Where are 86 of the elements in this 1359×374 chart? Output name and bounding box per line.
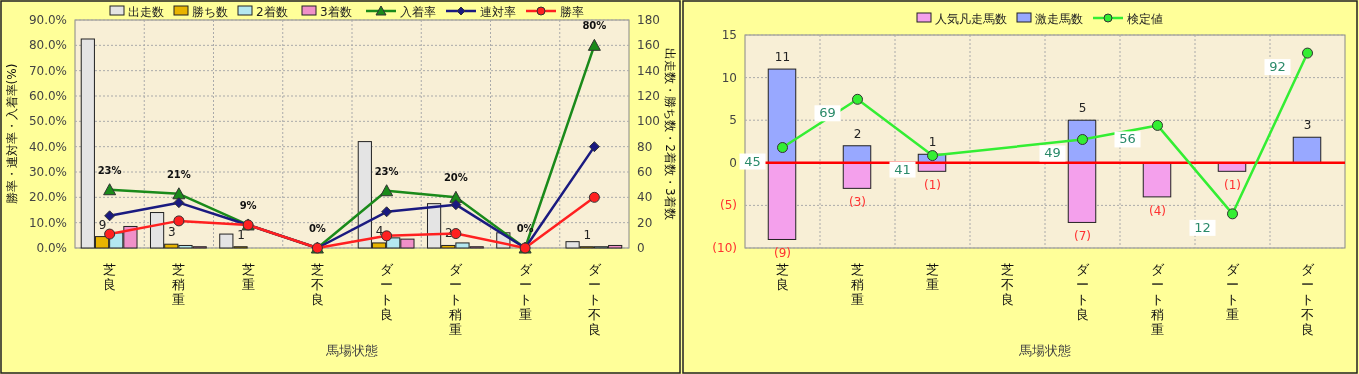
y2-tick-label: 120 xyxy=(637,89,660,103)
x-axis-title: 馬場状態 xyxy=(325,343,378,358)
x-axis-title: 馬場状態 xyxy=(1018,343,1071,358)
x-tick-label: ダート稍重 xyxy=(449,262,464,337)
data-label: 9 xyxy=(98,217,107,232)
x-tick-label: 芝良 xyxy=(776,262,789,292)
x-tick-label: 芝稍重 xyxy=(851,262,864,307)
data-label: 20% xyxy=(443,172,468,184)
data-label: (1) xyxy=(1224,178,1241,193)
data-label: 0% xyxy=(308,223,326,234)
data-label: 3 xyxy=(1303,118,1312,133)
y-tick-label: 0 xyxy=(729,155,737,170)
y2-tick-label: 100 xyxy=(637,114,660,129)
data-label: 1 xyxy=(237,227,245,242)
data-label: 2 xyxy=(853,126,862,141)
y-tick-label: (5) xyxy=(720,198,737,213)
y2-tick-label: 0 xyxy=(637,241,645,255)
data-label: 49 xyxy=(1044,145,1061,161)
data-label: (1) xyxy=(924,178,941,193)
data-label: 3 xyxy=(167,225,176,240)
y2-tick-label: 20 xyxy=(637,215,653,230)
y-tick-label: 10 xyxy=(721,70,737,85)
x-tick-label: ダート良 xyxy=(380,262,395,322)
y-tick-label: 70.0% xyxy=(28,63,67,78)
data-label: 92 xyxy=(1269,59,1286,75)
x-tick-label: 芝稍重 xyxy=(172,262,186,307)
data-label: 1 xyxy=(583,227,592,242)
y-axis-title: 勝率・連対率・入着率(%) xyxy=(5,63,19,205)
y2-tick-label: 60 xyxy=(637,165,653,179)
y2-axis-title: 出走数・勝ち数・2着数・3着数 xyxy=(663,48,677,220)
data-label: 23% xyxy=(374,165,399,177)
data-label: 4 xyxy=(375,223,384,238)
data-label: 21% xyxy=(166,168,191,180)
y2-tick-label: 140 xyxy=(637,63,660,78)
x-tick-label: ダート不良 xyxy=(1301,262,1315,337)
legend-label: 勝率 xyxy=(560,5,584,19)
y-tick-label: 80.0% xyxy=(28,38,67,53)
y-tick-label: 10.0% xyxy=(28,215,67,230)
x-tick-label: ダート重 xyxy=(1226,262,1240,322)
data-label: (3) xyxy=(849,195,866,210)
x-tick-label: 芝重 xyxy=(926,262,939,292)
y-tick-label: (10) xyxy=(712,241,737,255)
x-tick-label: ダート不良 xyxy=(587,262,602,337)
legend-label: 人気凡走馬数 xyxy=(935,12,1007,26)
data-label: 1 xyxy=(928,135,937,150)
data-label: 11 xyxy=(774,50,791,65)
x-tick-label: ダート良 xyxy=(1076,262,1090,322)
y-tick-label: 0.0% xyxy=(36,241,67,255)
data-label: (7) xyxy=(1074,229,1091,244)
x-tick-label: 芝良 xyxy=(103,262,117,292)
y-tick-label: 5 xyxy=(729,113,737,128)
legend-label: 入着率 xyxy=(400,5,436,19)
y-tick-label: 50.0% xyxy=(28,114,67,129)
y-tick-label: 15 xyxy=(721,28,737,42)
legend-label: 出走数 xyxy=(128,5,164,19)
x-tick-label: 芝不良 xyxy=(1001,262,1014,307)
x-tick-label: ダート重 xyxy=(518,262,533,322)
legend-label: 激走馬数 xyxy=(1035,12,1083,26)
y2-tick-label: 160 xyxy=(637,38,660,53)
data-label: 45 xyxy=(744,153,761,169)
legend-label: 3着数 xyxy=(320,5,352,19)
data-label: 80% xyxy=(582,20,607,32)
x-tick-label: 芝不良 xyxy=(310,262,324,307)
data-label: 9% xyxy=(239,199,257,211)
data-label: 56 xyxy=(1119,131,1136,147)
x-tick-label: 芝重 xyxy=(241,262,255,292)
y-tick-label: 30.0% xyxy=(28,165,67,179)
y-tick-label: 60.0% xyxy=(28,89,67,103)
data-label: 23% xyxy=(97,164,122,176)
legend-label: 2着数 xyxy=(256,5,288,19)
y2-tick-label: 80 xyxy=(637,139,653,154)
legend-label: 勝ち数 xyxy=(192,5,228,19)
y2-tick-label: 40 xyxy=(637,190,653,205)
data-label: (9) xyxy=(774,246,791,261)
legend-label: 連対率 xyxy=(480,5,516,19)
y-tick-label: 40.0% xyxy=(28,139,67,154)
x-tick-label: ダート稍重 xyxy=(1151,262,1165,337)
data-label: 69 xyxy=(819,105,836,121)
data-label: 41 xyxy=(894,161,911,177)
y-tick-label: 20.0% xyxy=(28,190,67,205)
legend-label: 検定値 xyxy=(1127,12,1163,26)
y-tick-label: 90.0% xyxy=(28,13,67,27)
y2-tick-label: 180 xyxy=(637,13,660,27)
data-label: (4) xyxy=(1149,203,1166,218)
data-label: 5 xyxy=(1078,101,1087,116)
data-label: 12 xyxy=(1194,219,1211,235)
